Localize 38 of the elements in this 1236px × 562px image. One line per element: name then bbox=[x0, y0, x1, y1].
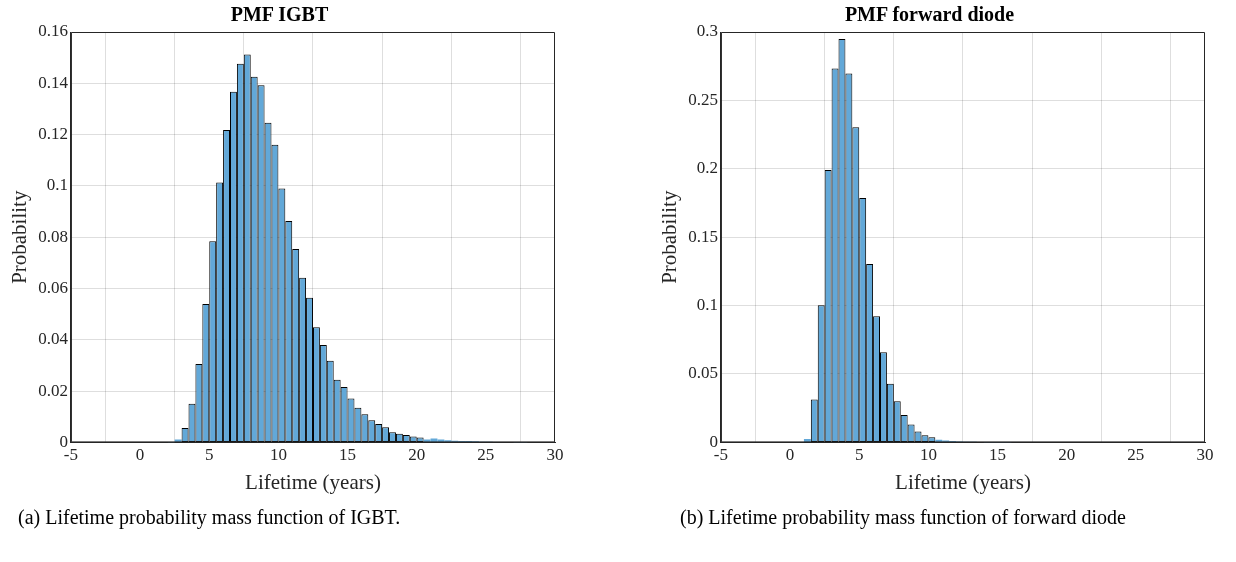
y-axis-title: Probability bbox=[7, 190, 32, 284]
x-tick-label: 0 bbox=[785, 445, 795, 465]
y-tick-label: 0.25 bbox=[688, 89, 718, 109]
y-tick-label: 0.14 bbox=[38, 72, 69, 92]
x-tick-label: 15 bbox=[989, 445, 1007, 465]
y-tick-label: 0.3 bbox=[696, 21, 718, 41]
y-axis-title: Probability bbox=[657, 190, 682, 284]
text: (b) Lifetime probability mass function of forward diode bbox=[680, 505, 1127, 531]
x-tick-label: 20 bbox=[408, 445, 426, 465]
y-tick-label: 0.05 bbox=[688, 363, 718, 383]
text: (a) Lifetime probability mass function of IGBT. bbox=[18, 505, 402, 531]
y-tick-label: 0.2 bbox=[696, 158, 718, 178]
chart-title: PMF forward diode bbox=[844, 3, 1015, 26]
x-axis-title: Lifetime (years) bbox=[895, 469, 1031, 494]
x-tick-label: 5 bbox=[205, 445, 214, 465]
x-tick-label: 10 bbox=[919, 445, 937, 465]
x-tick-label: 10 bbox=[269, 445, 287, 465]
x-tick-label: 15 bbox=[339, 445, 357, 465]
y-tick-label: 0.06 bbox=[38, 277, 68, 297]
y-tick-label: 0.08 bbox=[38, 226, 68, 246]
y-tick-label: 0.1 bbox=[696, 295, 718, 315]
y-tick-label: 0.02 bbox=[38, 380, 68, 400]
y-tick-label: 0.15 bbox=[688, 226, 718, 246]
x-tick-label: 25 bbox=[477, 445, 495, 465]
y-tick-label: 0.1 bbox=[46, 175, 68, 195]
x-tick-label: 30 bbox=[1196, 445, 1214, 465]
y-tick-label: 0 bbox=[709, 431, 718, 451]
y-tick-label: 0.12 bbox=[38, 124, 68, 144]
y-tick-label: 0.16 bbox=[38, 21, 68, 41]
x-tick-label: 5 bbox=[855, 445, 864, 465]
y-tick-label: 0.04 bbox=[38, 329, 69, 349]
chart-title: PMF IGBT bbox=[230, 3, 329, 26]
x-tick-label: 0 bbox=[135, 445, 145, 465]
x-tick-label: 25 bbox=[1127, 445, 1145, 465]
y-tick-label: 0 bbox=[59, 431, 68, 451]
x-tick-label: 20 bbox=[1058, 445, 1076, 465]
x-tick-label: 30 bbox=[546, 445, 564, 465]
x-axis-title: Lifetime (years) bbox=[245, 469, 381, 494]
